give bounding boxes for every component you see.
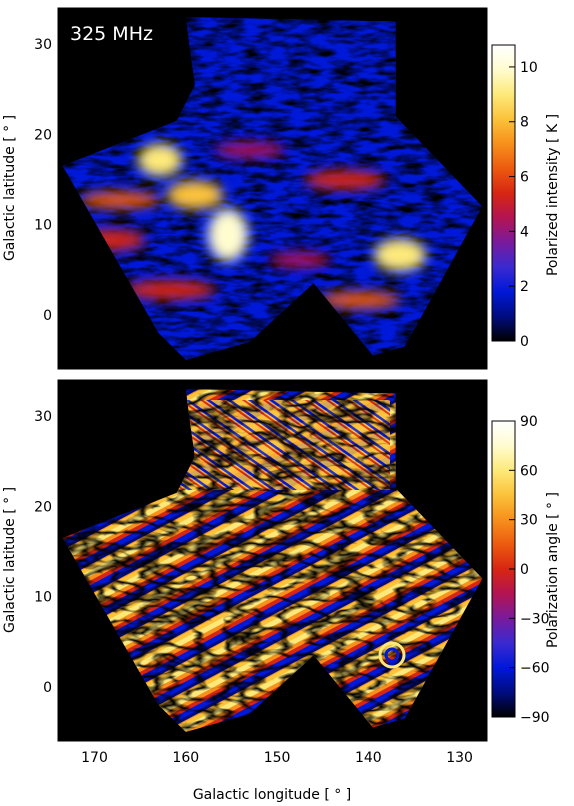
colorbar-tick-label: 60 xyxy=(520,463,538,479)
x-tick-label: 160 xyxy=(172,750,199,766)
y-tick-label: 30 xyxy=(34,37,52,53)
y-tick-label: 0 xyxy=(43,680,52,696)
x-axis-label: Galactic longitude [ ° ] xyxy=(193,787,351,803)
top-panel-title: 325 MHz xyxy=(70,23,153,45)
y-tick-label: 20 xyxy=(34,127,52,143)
y-tick-label: 10 xyxy=(34,218,52,234)
bottom-colorbar: −90 −60 −30 0 30 60 90 Polarization angle [ ° … xyxy=(491,414,561,726)
colorbar-tick-label: 0 xyxy=(520,562,529,578)
colorbar-tick-label: −60 xyxy=(520,661,550,677)
colorbar-tick-label: 2 xyxy=(520,279,529,295)
top-colorbar: 0 2 4 6 8 10 Polarized intensity [ K ] xyxy=(491,44,561,350)
x-tick-label: 140 xyxy=(355,750,382,766)
top-y-axis-label: Galactic latitude [ ° ] xyxy=(2,115,18,261)
colorbar-tick-label: 0 xyxy=(520,334,529,350)
colorbar-tick-label: 8 xyxy=(520,115,529,131)
colorbar-tick-label: 4 xyxy=(520,224,529,240)
colorbar-tick-label: 6 xyxy=(520,170,529,186)
bottom-panel: 0 10 20 30 170 160 150 140 130 Galactic latitude… xyxy=(2,379,561,803)
colorbar-tick-label: 30 xyxy=(520,513,538,529)
top-colorbar-gradient xyxy=(491,44,516,342)
bottom-y-axis-label: Galactic latitude [ ° ] xyxy=(2,487,18,633)
bottom-axis-ticks: 0 10 20 30 170 160 150 140 130 xyxy=(34,379,487,766)
x-tick-label: 170 xyxy=(81,750,108,766)
y-tick-label: 20 xyxy=(34,499,52,515)
colorbar-tick-label: −30 xyxy=(520,611,550,627)
y-tick-label: 10 xyxy=(34,590,52,606)
bottom-colorbar-label: Polarization angle [ ° ] xyxy=(545,492,561,648)
y-tick-label: 30 xyxy=(34,409,52,425)
top-colorbar-label: Polarized intensity [ K ] xyxy=(545,114,561,276)
y-tick-label: 0 xyxy=(43,308,52,324)
x-tick-label: 130 xyxy=(446,750,473,766)
colorbar-tick-label: −90 xyxy=(520,710,550,726)
top-axis-ticks: 0 10 20 30 xyxy=(34,7,487,370)
colorbar-tick-label: 90 xyxy=(520,414,538,430)
x-tick-label: 150 xyxy=(264,750,291,766)
colorbar-tick-label: 10 xyxy=(520,60,538,76)
